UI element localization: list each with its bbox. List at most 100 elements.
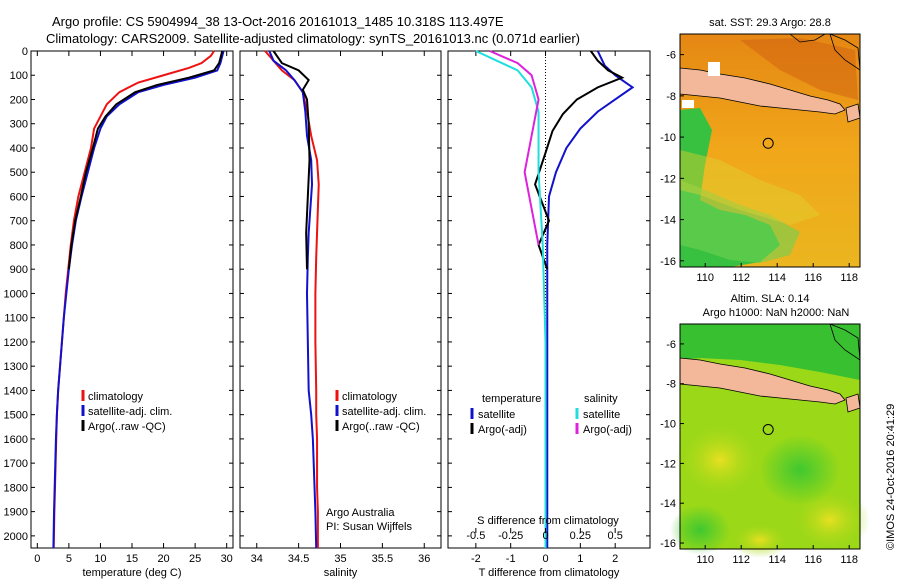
depth-tick-label: 900 (10, 264, 28, 276)
depth-tick-label: 700 (10, 216, 28, 228)
temperature-xtick-label: 5 (66, 553, 72, 565)
sla_map-xtick-label: 116 (804, 554, 822, 566)
sla-green-blob (760, 435, 840, 505)
credit-text: ©IMOS 24-Oct-2016 20:41:29 (885, 404, 897, 550)
sla_map-ytick-label: -14 (660, 498, 676, 510)
difference-xtick-label: 0 (542, 553, 548, 565)
sla-map-title: Altim. SLA: 0.14 (731, 293, 810, 305)
temperature-xtick-label: 30 (221, 553, 233, 565)
depth-tick-label: 1500 (4, 410, 28, 422)
sla_map-xtick-label: 110 (696, 554, 714, 566)
salinity-legend-label: climatology (342, 391, 398, 403)
sla-north-green (680, 324, 860, 380)
difference-legend-s-title: salinity (584, 393, 618, 405)
temperature-series-line (67, 50, 224, 270)
depth-tick-label: 600 (10, 191, 28, 203)
depth-tick-label: 1000 (4, 288, 28, 300)
sla_map-xtick-label: 118 (840, 554, 858, 566)
temperature-xlabel: temperature (deg C) (82, 567, 181, 579)
sst-warm-patch (740, 38, 858, 100)
sst-cool-patch-light (680, 180, 800, 263)
sst_map-ytick-label: -12 (660, 173, 676, 185)
sst_map-ytick-label: -14 (660, 215, 676, 227)
sst-map (679, 33, 861, 268)
salinity-series-line (268, 50, 318, 549)
difference-stick-label: -0.5 (466, 530, 485, 542)
temperature-xtick-label: 15 (126, 553, 138, 565)
sla-map-subtitle: Argo h1000: NaN h2000: NaN (703, 307, 850, 319)
temperature-panel: 0 5 10 15 20 25 30 temperature (deg C) climatolo… (30, 50, 234, 579)
depth-tick-label: 800 (10, 240, 28, 252)
difference-xtick-label: 1 (577, 553, 583, 565)
sla_map-ytick-label: -8 (666, 379, 676, 391)
difference-stick-label: 0.5 (608, 530, 623, 542)
depth-tick-label: 1800 (4, 482, 28, 494)
salinity-legend-label: satellite-adj. clim. (342, 406, 426, 418)
difference-xtick-label: -1 (506, 553, 516, 565)
difference-xlabel: T difference from climatology (479, 567, 620, 579)
sst_map-xtick-label: 118 (840, 272, 858, 284)
salinity-xtick-label: 34.5 (288, 553, 309, 565)
sla_map-ytick-label: -12 (660, 458, 676, 470)
sst_map-xtick-label: 110 (696, 272, 714, 284)
salinity-panel: 34 34.5 35 35.5 36 salinity climatology satelli… (239, 50, 442, 579)
difference-legend-label: Argo(-adj) (583, 424, 632, 436)
sla-map (670, 323, 870, 558)
difference-stick-label: -0.25 (498, 530, 523, 542)
kalimantan-coast (789, 33, 826, 43)
sla-map-axes: 110 112 114 116 118 -6 -8 -10 -12 -14 -16 (660, 339, 858, 566)
salinity-legend-label: Argo(..raw -QC) (342, 421, 420, 433)
salinity-annotation: Argo Australia (326, 507, 395, 519)
depth-tick-label: 0 (22, 46, 28, 58)
depth-tick-label: 2000 (4, 531, 28, 543)
sla_map-argo-marker (762, 424, 774, 436)
sst-yellow-band (680, 150, 820, 225)
depth-tick-label: 100 (10, 70, 28, 82)
salinity-annotation: PI: Susan Wijffels (326, 521, 412, 533)
temperature-legend-label: climatology (88, 391, 144, 403)
salinity-xtick-label: 35 (334, 553, 346, 565)
sst-missing-patch (708, 62, 720, 76)
temperature-legend-label: Argo(..raw -QC) (88, 421, 166, 433)
sst_map-ytick-label: -6 (666, 50, 676, 62)
depth-tick-label: 1200 (4, 337, 28, 349)
depth-tick-label: 200 (10, 94, 28, 106)
difference-series-line (534, 50, 625, 270)
temperature-xtick-label: 10 (94, 553, 106, 565)
temperature-xtick-label: 20 (157, 553, 169, 565)
salinity-xlabel: salinity (324, 567, 358, 579)
sst_map-xtick-label: 116 (804, 272, 822, 284)
salinity-xtick-label: 34 (251, 553, 263, 565)
sst_map-ytick-label: -8 (666, 91, 676, 103)
difference-legend-label: satellite (478, 409, 515, 421)
salinity-xtick-label: 35.5 (372, 553, 393, 565)
sst-map-title: sat. SST: 29.3 Argo: 28.8 (709, 17, 831, 29)
title-line-2: Climatology: CARS2009. Satellite-adjuste… (46, 31, 580, 46)
depth-tick-label: 500 (10, 167, 28, 179)
difference-series-line (489, 50, 540, 246)
sla-yellow-blob (675, 420, 765, 500)
depth-tick-label: 300 (10, 119, 28, 131)
sla-yellow-blob (730, 522, 790, 558)
depth-axis: 0 100 200 300 400 500 600 700 800 900 1000 1100 1200… (4, 46, 28, 543)
sla_map-ytick-label: -10 (660, 419, 676, 431)
sst_map-xtick-label: 114 (768, 272, 786, 284)
sla_map-ytick-label: -6 (666, 339, 676, 351)
salinity-plot-frame (239, 50, 442, 549)
salinity-series-line (272, 50, 311, 270)
difference-stick-label: 0 (542, 530, 548, 542)
sla_map-xtick-label: 112 (732, 554, 750, 566)
difference-xtick-label: 2 (612, 553, 618, 565)
depth-tick-label: 400 (10, 143, 28, 155)
difference-panel: -2 -1 0 1 2 T difference from climatology temp… (447, 50, 651, 579)
depth-tick-label: 1100 (4, 313, 28, 325)
difference-xtick-label: -2 (471, 553, 481, 565)
sla-yellow-blob (790, 488, 870, 552)
depth-tick-label: 1300 (4, 361, 28, 373)
sla_map-ytick-label: -16 (660, 538, 676, 550)
difference-stick-label: 0.25 (570, 530, 591, 542)
temperature-legend-label: satellite-adj. clim. (88, 406, 172, 418)
difference-legend-t-title: temperature (482, 393, 541, 405)
salinity-xtick-label: 36 (418, 553, 430, 565)
